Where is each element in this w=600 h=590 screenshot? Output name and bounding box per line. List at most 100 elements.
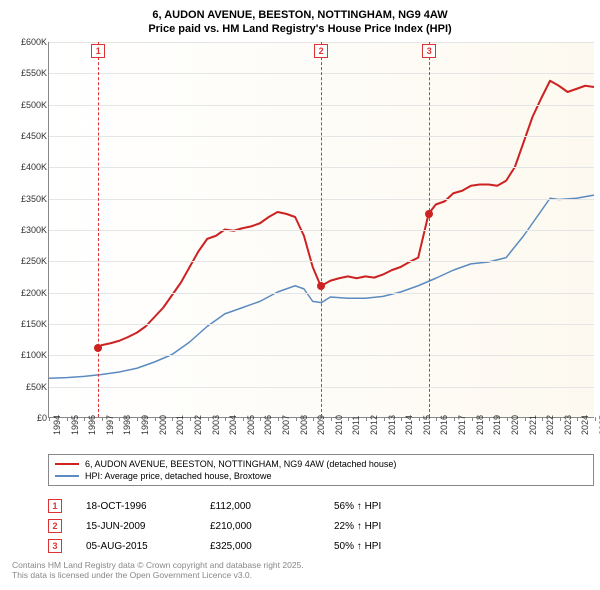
x-tick [260,417,261,421]
event-delta: 50% ↑ HPI [334,541,381,552]
event-delta: 22% ↑ HPI [334,521,381,532]
y-axis-label: £550K [7,68,47,78]
x-tick [472,417,473,421]
x-axis-label: 2014 [404,415,414,435]
y-axis-label: £500K [7,100,47,110]
footer-attribution: Contains HM Land Registry data © Crown c… [12,560,304,580]
x-axis-label: 2007 [281,415,291,435]
x-axis-label: 2004 [228,415,238,435]
legend-item: HPI: Average price, detached house, Brox… [55,470,587,482]
x-axis-label: 2001 [175,415,185,435]
y-axis-label: £450K [7,131,47,141]
marker-dot [94,344,102,352]
y-axis-label: £250K [7,256,47,266]
x-tick [155,417,156,421]
x-axis-label: 2012 [369,415,379,435]
x-axis-label: 2005 [246,415,256,435]
event-delta: 56% ↑ HPI [334,501,381,512]
x-tick [119,417,120,421]
marker-line [321,42,322,417]
legend-swatch [55,463,79,465]
event-marker-box: 2 [48,519,62,533]
event-row: 1 18-OCT-1996 £112,000 56% ↑ HPI [48,496,381,516]
x-tick [384,417,385,421]
title-line1: 6, AUDON AVENUE, BEESTON, NOTTINGHAM, NG… [6,8,594,22]
legend-item: 6, AUDON AVENUE, BEESTON, NOTTINGHAM, NG… [55,458,587,470]
event-price: £325,000 [210,541,310,552]
x-axis-label: 2023 [563,415,573,435]
x-axis-label: 2017 [457,415,467,435]
marker-label: 2 [314,44,328,58]
x-axis-label: 2019 [492,415,502,435]
x-axis-label: 2021 [528,415,538,435]
x-tick [577,417,578,421]
x-axis-label: 2003 [211,415,221,435]
y-axis-label: £100K [7,350,47,360]
x-tick [419,417,420,421]
x-axis-label: 1997 [105,415,115,435]
x-tick [172,417,173,421]
y-axis-label: £50K [7,382,47,392]
marker-line [98,42,99,417]
x-axis-label: 2018 [475,415,485,435]
x-axis-label: 2024 [580,415,590,435]
legend-label: 6, AUDON AVENUE, BEESTON, NOTTINGHAM, NG… [85,459,396,469]
marker-line [429,42,430,417]
x-axis-label: 2008 [299,415,309,435]
x-tick [331,417,332,421]
x-tick [137,417,138,421]
y-axis-label: £350K [7,194,47,204]
chart-title: 6, AUDON AVENUE, BEESTON, NOTTINGHAM, NG… [6,6,594,37]
event-row: 305-AUG-2015£325,00050% ↑ HPI [48,536,381,556]
x-tick [102,417,103,421]
marker-label: 1 [91,44,105,58]
x-tick [84,417,85,421]
x-tick [67,417,68,421]
x-axis-label: 2011 [351,416,361,435]
legend: 6, AUDON AVENUE, BEESTON, NOTTINGHAM, NG… [48,454,594,486]
event-price: £210,000 [210,521,310,532]
event-price: £112,000 [210,501,310,512]
x-axis-label: 1998 [122,415,132,435]
x-tick [243,417,244,421]
x-axis-label: 1999 [140,415,150,435]
x-tick [208,417,209,421]
x-tick [296,417,297,421]
x-tick [595,417,596,421]
x-axis-label: 1994 [52,415,62,435]
x-tick [454,417,455,421]
x-axis-label: 2002 [193,415,203,435]
x-axis-label: 2009 [316,415,326,435]
x-tick [560,417,561,421]
x-tick [49,417,50,421]
title-line2: Price paid vs. HM Land Registry's House … [6,22,594,36]
legend-label: HPI: Average price, detached house, Brox… [85,471,271,481]
y-axis-label: £0 [7,413,47,423]
event-marker-box: 3 [48,539,62,553]
series-price_paid [98,81,594,347]
x-tick [190,417,191,421]
marker-dot [317,282,325,290]
y-axis-label: £300K [7,225,47,235]
events-table: 118-OCT-1996£112,00056% ↑ HPI215-JUN-200… [48,496,381,556]
x-tick [507,417,508,421]
y-axis-label: £600K [7,37,47,47]
footer-line2: This data is licensed under the Open Gov… [12,570,304,580]
legend-swatch [55,475,79,477]
x-tick [348,417,349,421]
x-tick [225,417,226,421]
y-axis-label: £150K [7,319,47,329]
x-axis-label: 2013 [387,415,397,435]
footer-line1: Contains HM Land Registry data © Crown c… [12,560,304,570]
event-date: 18-OCT-1996 [86,501,186,512]
marker-label: 3 [422,44,436,58]
x-axis-label: 2006 [263,415,273,435]
x-axis-label: 2020 [510,415,520,435]
plot-area: £0£50K£100K£150K£200K£250K£300K£350K£400… [48,42,594,418]
x-tick [401,417,402,421]
event-row: 215-JUN-2009£210,00022% ↑ HPI [48,516,381,536]
event-marker-box: 1 [48,499,62,513]
x-tick [278,417,279,421]
x-axis-label: 1995 [70,415,80,435]
x-tick [313,417,314,421]
